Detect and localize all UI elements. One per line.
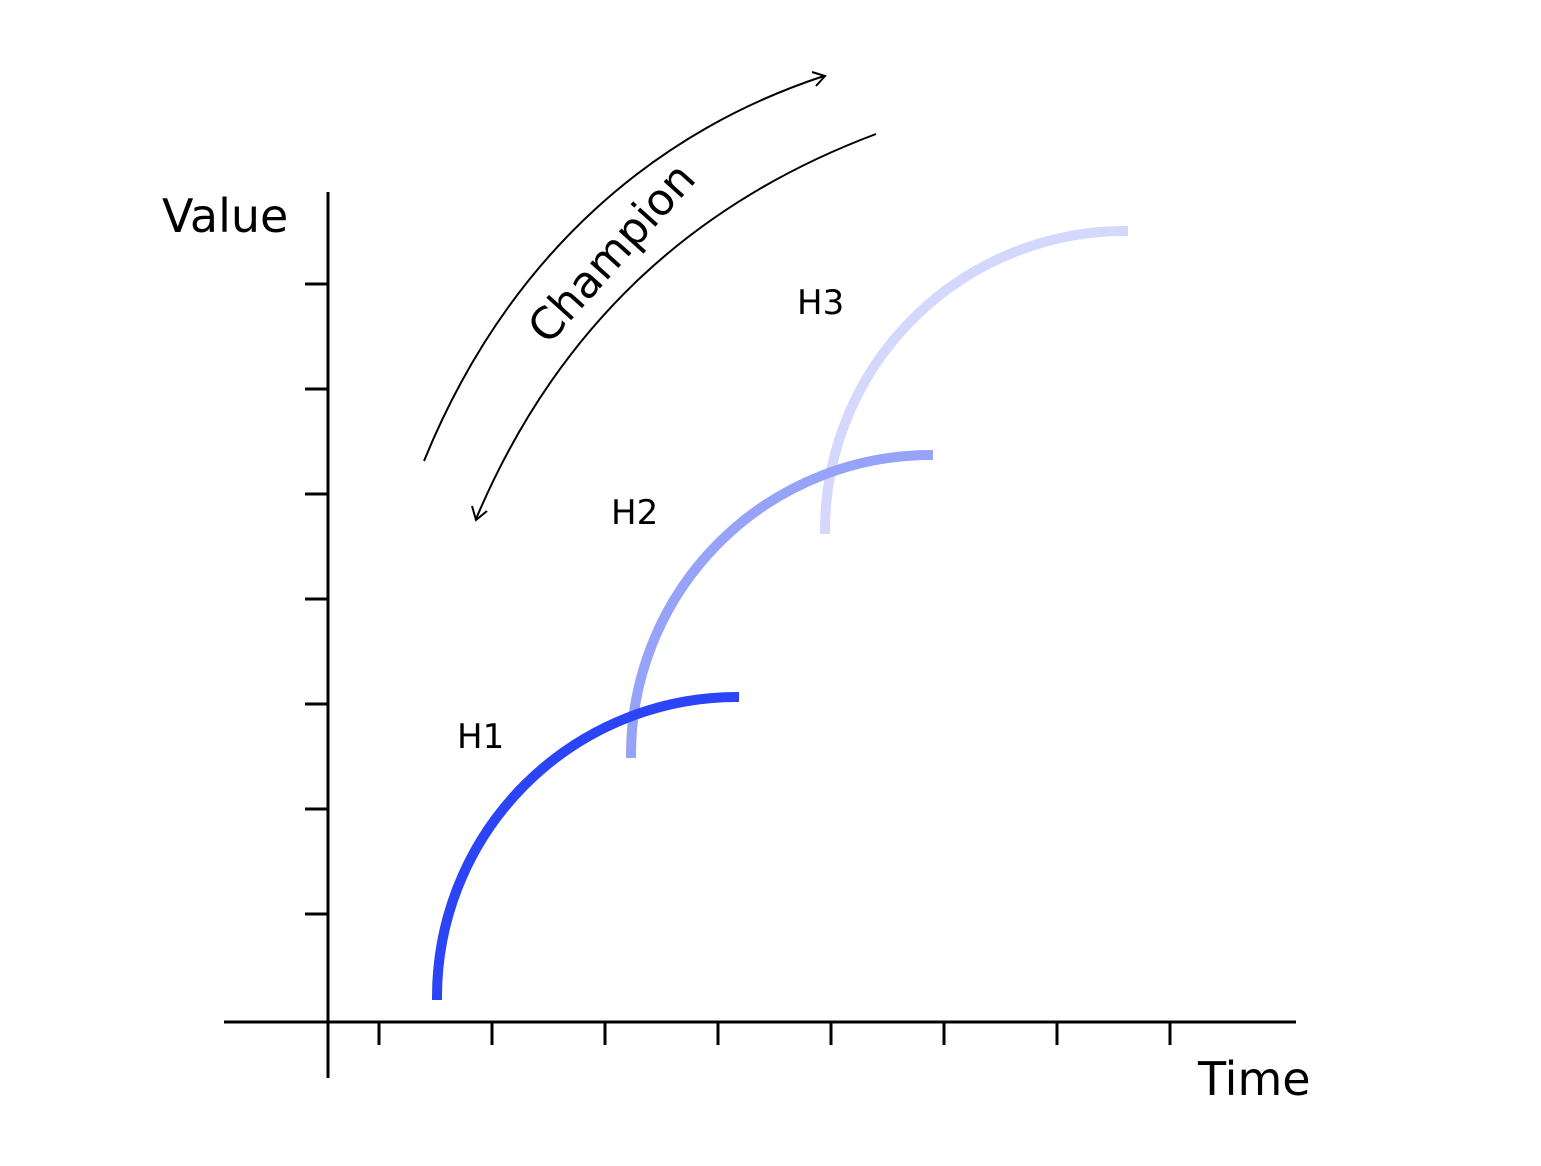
h1-curve [431, 691, 740, 1001]
h3-label: H3 [797, 283, 844, 323]
h2-label: H2 [611, 493, 658, 533]
champion-arrow-up-head [811, 71, 827, 87]
champion-arrow-down [475, 133, 877, 520]
h1-label: H1 [457, 717, 504, 757]
champion-arrow-down-head [471, 505, 488, 522]
champion-arrow-up [423, 75, 825, 462]
h3-curve [819, 225, 1129, 535]
h2-curve [625, 449, 934, 759]
y-axis-label: Value [162, 189, 288, 243]
x-ticks [377, 1022, 1172, 1045]
champion-label: Champion [518, 153, 705, 353]
x-axis-label: Time [1197, 1052, 1311, 1106]
y-ticks [305, 282, 328, 916]
